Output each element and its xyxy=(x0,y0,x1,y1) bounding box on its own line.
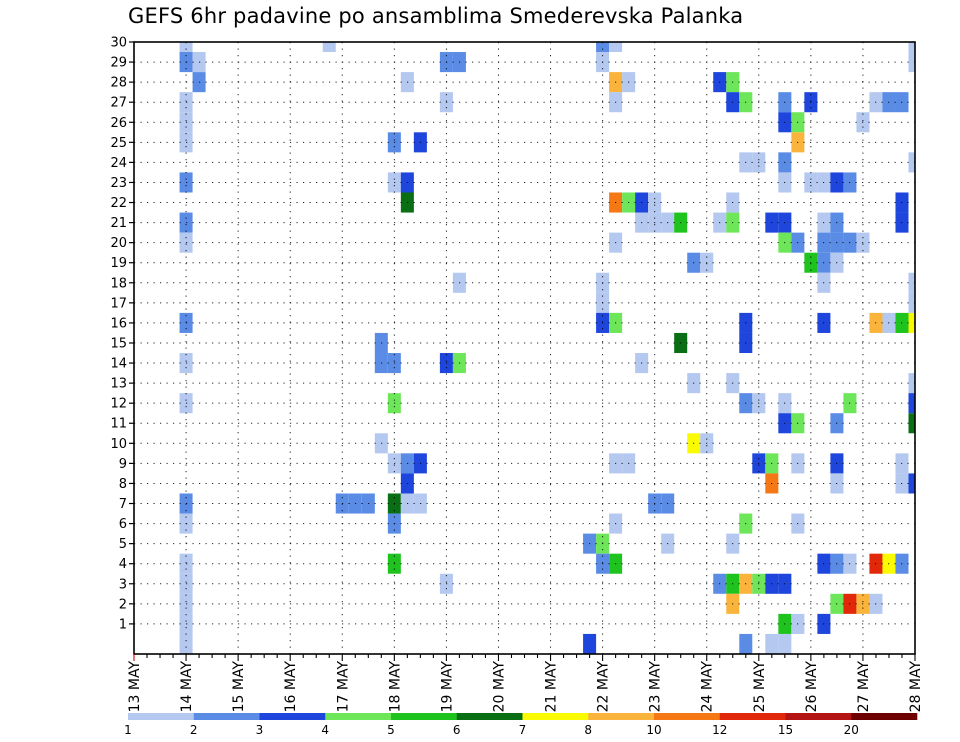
x-tick-label: 27 MAY xyxy=(856,661,872,713)
color-legend: 1 2 3 4 5 6 7 8 10 12 15 20 xyxy=(124,713,918,737)
legend-label: 4 xyxy=(321,723,329,737)
y-tick-label: 4 xyxy=(119,557,127,572)
y-tick-label: 23 xyxy=(110,176,127,191)
y-tick-label: 29 xyxy=(110,56,127,71)
y-tick-label: 8 xyxy=(119,477,127,492)
y-tick-label: 22 xyxy=(110,196,127,211)
y-tick-label: 20 xyxy=(110,236,127,251)
x-tick-label: 28 MAY xyxy=(908,661,924,713)
legend-swatch xyxy=(259,713,326,720)
y-tick-label: 28 xyxy=(110,76,127,91)
heatmap-cell xyxy=(778,633,792,654)
legend-label: 15 xyxy=(778,723,793,737)
x-tick-label: 23 MAY xyxy=(648,661,664,713)
y-tick-label: 1 xyxy=(119,617,127,632)
y-tick-label: 10 xyxy=(110,437,127,452)
heatmap-cell xyxy=(908,312,915,333)
y-tick-label: 2 xyxy=(119,597,127,612)
y-tick-label: 3 xyxy=(119,577,127,592)
heatmap-cell xyxy=(583,633,597,654)
legend-swatch xyxy=(193,713,260,720)
x-tick-label: 22 MAY xyxy=(596,661,612,713)
y-tick-label: 24 xyxy=(110,156,127,171)
heatmap-cell xyxy=(908,373,915,394)
y-tick-label: 21 xyxy=(110,216,127,231)
heatmap-cell xyxy=(739,633,753,654)
legend-swatch xyxy=(588,713,655,720)
y-tick-label: 9 xyxy=(119,457,127,472)
heatmap-cell xyxy=(908,42,915,53)
heatmap-cell xyxy=(908,272,915,293)
legend-label: 12 xyxy=(712,723,727,737)
legend-swatch xyxy=(391,713,458,720)
x-tick-label: 15 MAY xyxy=(231,661,247,713)
x-tick-label: 20 MAY xyxy=(491,661,507,713)
x-tick-label: 25 MAY xyxy=(752,661,768,713)
legend-label: 3 xyxy=(256,723,264,737)
legend-swatch xyxy=(851,713,918,720)
legend-label: 6 xyxy=(453,723,461,737)
legend-label: 5 xyxy=(387,723,395,737)
legend-swatch xyxy=(128,713,195,720)
x-tick-label: 13 MAY xyxy=(127,661,143,713)
y-tick-label: 15 xyxy=(110,336,127,351)
y-tick-label: 25 xyxy=(110,136,127,151)
heatmap-cell xyxy=(908,152,915,173)
legend-swatch xyxy=(325,713,392,720)
y-tick-label: 11 xyxy=(110,417,127,432)
heatmap-cell xyxy=(179,42,193,53)
y-tick-label: 30 xyxy=(110,36,127,51)
legend-swatch xyxy=(654,713,721,720)
y-tick-label: 26 xyxy=(110,116,127,131)
heatmap-cell xyxy=(609,42,623,53)
axes: 1234567891011121314151617181920212223242… xyxy=(110,36,924,713)
y-tick-label: 27 xyxy=(110,96,127,111)
legend-label: 10 xyxy=(646,723,661,737)
y-tick-label: 13 xyxy=(110,377,127,392)
y-tick-label: 16 xyxy=(110,316,127,331)
heatmap-cell xyxy=(765,633,779,654)
legend-swatch xyxy=(785,713,852,720)
y-tick-label: 18 xyxy=(110,276,127,291)
y-tick-label: 17 xyxy=(110,296,127,311)
x-tick-label: 26 MAY xyxy=(804,661,820,713)
x-tick-label: 17 MAY xyxy=(335,661,351,713)
legend-label: 2 xyxy=(190,723,198,737)
gridlines xyxy=(134,41,915,654)
legend-swatch xyxy=(456,713,523,720)
chart-title: GEFS 6hr padavine po ansamblima Smederev… xyxy=(128,4,744,28)
legend-label: 8 xyxy=(584,723,592,737)
x-tick-label: 24 MAY xyxy=(700,661,716,713)
x-tick-label: 14 MAY xyxy=(179,661,195,713)
heatmap-cell xyxy=(179,633,193,654)
x-tick-label: 18 MAY xyxy=(387,661,403,713)
legend-label: 20 xyxy=(844,723,859,737)
legend-label: 7 xyxy=(519,723,527,737)
x-tick-label: 16 MAY xyxy=(283,661,299,713)
y-tick-label: 12 xyxy=(110,397,127,412)
legend-swatch xyxy=(522,713,589,720)
legend-swatch xyxy=(719,713,786,720)
y-tick-label: 5 xyxy=(119,537,127,552)
y-tick-label: 6 xyxy=(119,517,127,532)
heatmap-cell xyxy=(908,413,915,434)
heatmap-cell xyxy=(908,393,915,414)
heatmap-cell xyxy=(596,42,610,53)
y-tick-label: 7 xyxy=(119,497,127,512)
y-tick-label: 19 xyxy=(110,256,127,271)
x-tick-label: 21 MAY xyxy=(544,661,560,713)
heatmap-cell xyxy=(322,42,336,53)
heatmap-cell xyxy=(908,292,915,313)
heatmap-cell xyxy=(908,473,915,494)
legend-label: 1 xyxy=(124,723,132,737)
y-tick-label: 14 xyxy=(110,357,127,372)
heatmap-cell xyxy=(908,52,915,73)
x-tick-label: 19 MAY xyxy=(439,661,455,713)
